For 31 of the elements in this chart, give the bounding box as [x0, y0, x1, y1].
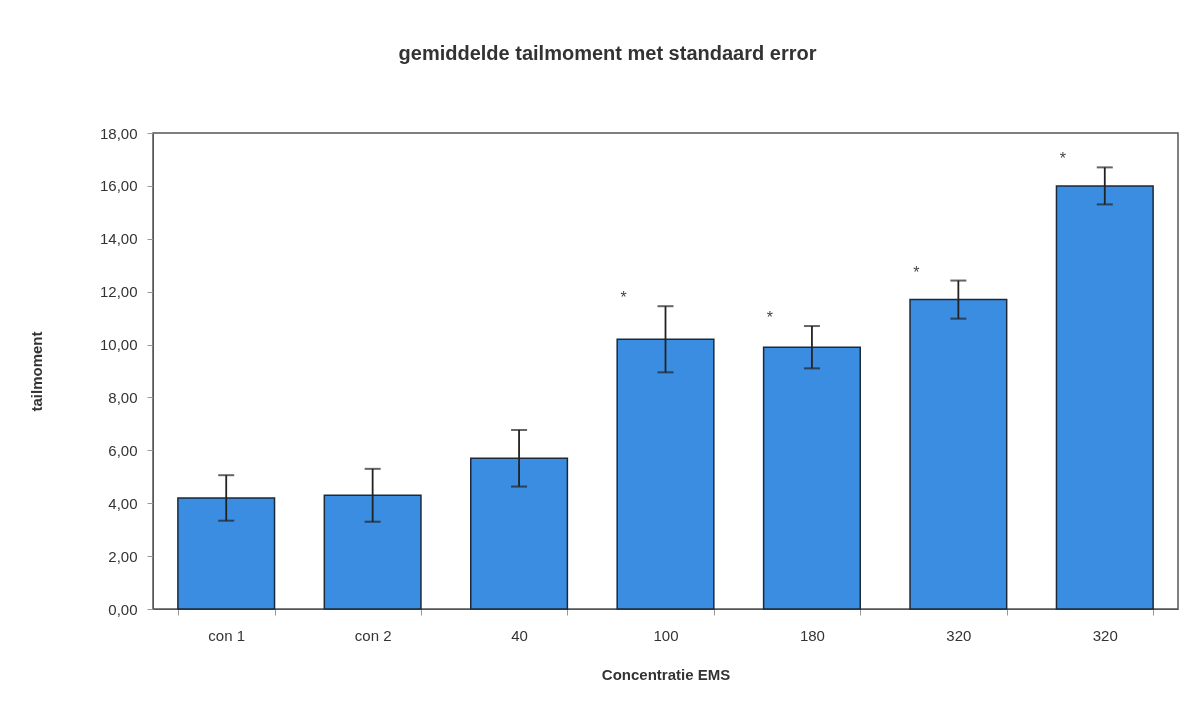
bar [909, 298, 1008, 610]
bar [616, 338, 715, 610]
y-tick-label: 12,00 [99, 283, 138, 301]
y-tick-label: 18,00 [99, 124, 138, 142]
x-tick-label: con 1 [208, 626, 246, 644]
bar [1055, 185, 1154, 610]
x-tick-label: 100 [653, 626, 679, 644]
x-tick-label: 320 [1092, 626, 1118, 644]
x-tick-label: con 2 [354, 626, 392, 644]
x-tick-label: 180 [799, 626, 825, 644]
data-label: * [913, 263, 920, 281]
y-axis-title: tailmoment [27, 331, 45, 412]
x-axis-title: Concentratie EMS [601, 665, 731, 683]
y-tick-label: 16,00 [99, 177, 138, 195]
data-label: * [620, 289, 627, 307]
y-tick-label: 10,00 [99, 336, 138, 354]
y-tick-label: 4,00 [108, 494, 138, 512]
bar [177, 497, 276, 610]
bar [470, 457, 569, 610]
bar [323, 494, 422, 610]
x-tick-label: 320 [946, 626, 972, 644]
y-tick-label: 6,00 [108, 441, 138, 459]
x-tick-label: 40 [511, 626, 528, 644]
y-tick-label: 8,00 [108, 388, 138, 406]
y-tick-label: 0,00 [108, 600, 138, 618]
data-label: * [1059, 150, 1066, 168]
chart-title: gemiddelde tailmoment met standaard error [398, 42, 817, 64]
y-tick-label: 2,00 [108, 547, 138, 565]
y-tick-label: 14,00 [99, 230, 138, 248]
bar [762, 346, 861, 610]
data-label: * [766, 309, 774, 327]
